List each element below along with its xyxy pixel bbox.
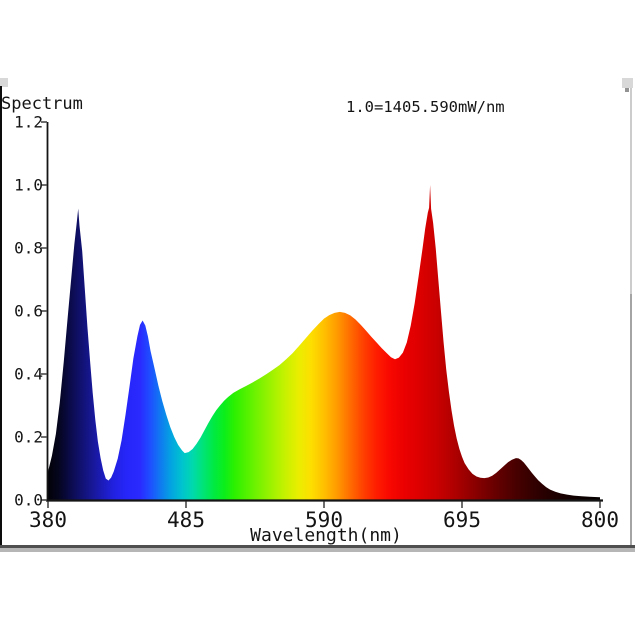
scale-annotation: 1.0=1405.590mW/nm [346, 98, 505, 116]
y-tick-label: 1.2 [14, 113, 43, 132]
tick-marks [41, 121, 601, 508]
window-right-border [630, 88, 632, 546]
y-tick-label: 0.0 [14, 491, 43, 510]
window-top-left-cap [0, 78, 8, 87]
window-bottom-border-light [0, 548, 635, 552]
x-tick-label: 590 [305, 508, 343, 532]
window-bottom-border-dark [0, 545, 635, 548]
x-tick-label: 800 [581, 508, 619, 532]
x-axis-title: Wavelength(nm) [250, 525, 402, 546]
y-tick-label: 0.6 [14, 302, 43, 321]
chart-title: Spectrum [1, 94, 83, 114]
spectrum-area [48, 185, 600, 500]
y-tick-label: 0.8 [14, 239, 43, 258]
x-tick-label: 695 [443, 508, 481, 532]
tick-labels: 0.0 0.2 0.4 0.6 0.8 1.0 1.2 380 485 590 695 800 Wave… [14, 113, 619, 547]
window-corner-dot [625, 88, 629, 92]
axes [46, 122, 603, 502]
x-tick-label: 485 [167, 508, 205, 532]
window-left-border [0, 86, 2, 546]
y-tick-label: 1.0 [14, 176, 43, 195]
window-top-right-cap [622, 78, 633, 88]
x-tick-label: 380 [29, 508, 67, 532]
y-tick-label: 0.2 [14, 428, 43, 447]
y-tick-label: 0.4 [14, 365, 43, 384]
